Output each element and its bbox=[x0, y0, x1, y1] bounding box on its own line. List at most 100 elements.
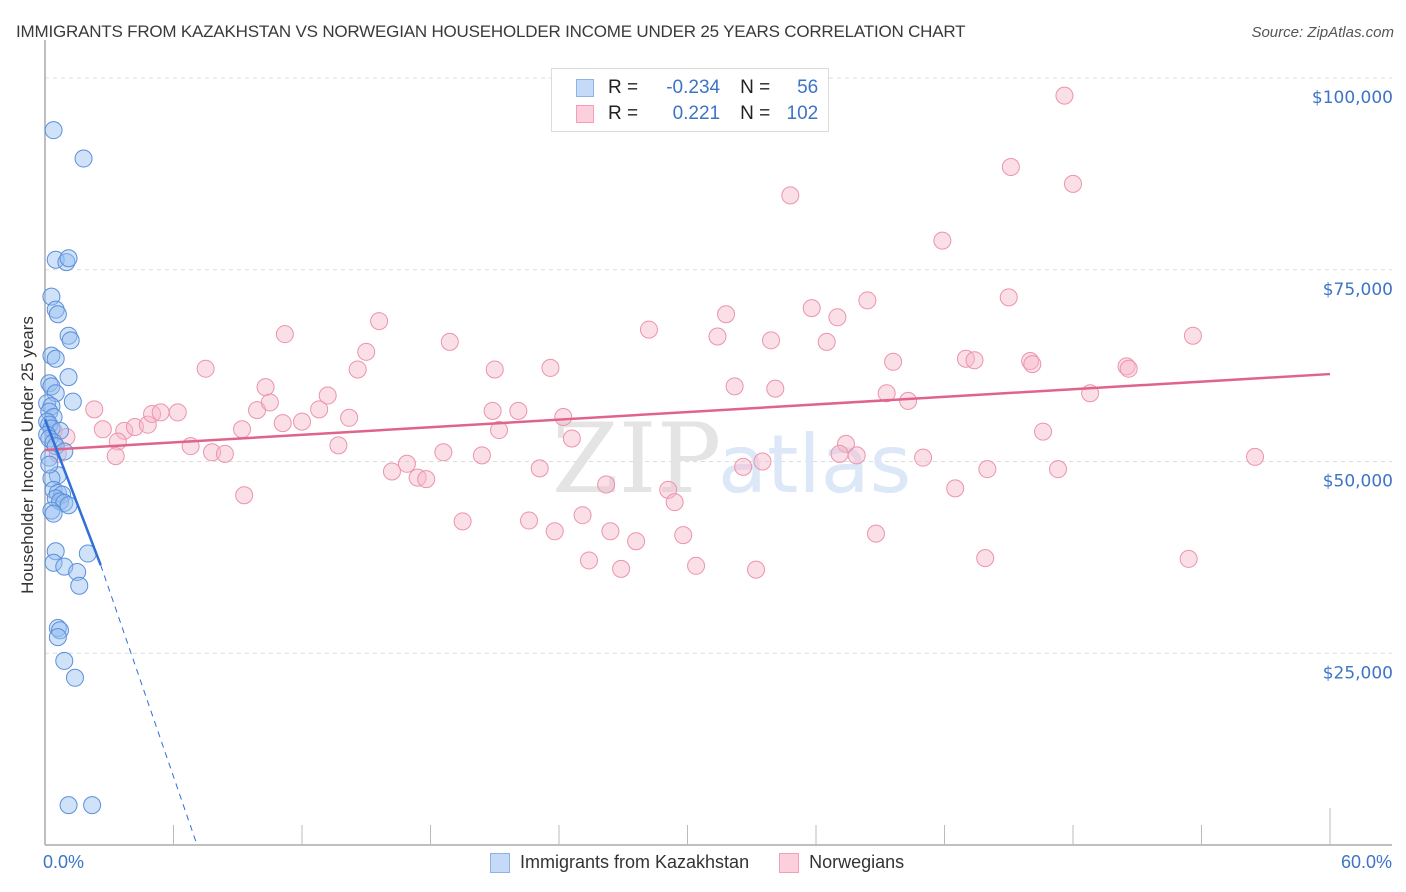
data-point-norwegians bbox=[1034, 422, 1053, 441]
data-point-norwegians bbox=[509, 401, 528, 420]
data-point-kazakhstan bbox=[59, 368, 78, 387]
data-point-norwegians bbox=[946, 479, 965, 498]
data-point-norwegians bbox=[340, 408, 359, 427]
data-point-kazakhstan bbox=[74, 149, 93, 168]
data-point-norwegians bbox=[485, 360, 504, 379]
y-tick-labels: $100,000 $75,000 $50,000 $25,000 bbox=[1312, 88, 1393, 683]
data-point-norwegians bbox=[562, 429, 581, 448]
data-point-norwegians bbox=[1064, 174, 1082, 193]
trend-line-norwegians bbox=[44, 372, 1331, 452]
data-point-norwegians bbox=[717, 305, 736, 324]
data-point-norwegians bbox=[828, 308, 847, 327]
x-axis-min-label: 0.0% bbox=[43, 852, 85, 872]
data-point-norwegians bbox=[483, 401, 502, 420]
blue-swatch-icon bbox=[576, 79, 594, 97]
n-value: 102 bbox=[786, 103, 819, 124]
data-point-kazakhstan bbox=[46, 250, 65, 269]
data-point-norwegians bbox=[1001, 157, 1020, 176]
data-point-norwegians bbox=[884, 352, 903, 371]
data-point-norwegians bbox=[665, 493, 684, 512]
r-value: -0.234 bbox=[666, 77, 721, 98]
data-point-norwegians bbox=[627, 532, 646, 551]
data-point-kazakhstan bbox=[50, 621, 69, 640]
series-norwegians bbox=[44, 86, 1265, 579]
data-point-kazakhstan bbox=[44, 553, 63, 572]
data-point-norwegians bbox=[520, 511, 539, 530]
legend-label: Immigrants from Kazakhstan bbox=[520, 852, 750, 872]
n-label: N = bbox=[740, 103, 771, 124]
data-point-norwegians bbox=[196, 359, 215, 378]
legend-row-kazakhstan: R = -0.234 N = 56 bbox=[576, 76, 818, 100]
data-point-kazakhstan bbox=[48, 305, 67, 324]
data-point-kazakhstan bbox=[59, 326, 78, 345]
data-point-norwegians bbox=[93, 420, 112, 439]
data-point-norwegians bbox=[115, 421, 134, 440]
data-point-norwegians bbox=[866, 524, 885, 543]
data-point-norwegians bbox=[260, 393, 279, 412]
data-point-norwegians bbox=[753, 452, 772, 471]
data-point-kazakhstan bbox=[70, 576, 89, 595]
data-point-kazakhstan bbox=[40, 374, 59, 393]
data-point-norwegians bbox=[168, 403, 187, 422]
trend-line-kazakhstan bbox=[43, 418, 102, 566]
data-point-norwegians bbox=[830, 444, 849, 463]
data-point-norwegians bbox=[978, 460, 997, 479]
data-point-norwegians bbox=[318, 386, 337, 405]
legend-item-norwegians[interactable]: Norwegians bbox=[779, 852, 904, 873]
y-axis-title: Householder Income Under 25 years bbox=[18, 316, 37, 594]
data-point-norwegians bbox=[1055, 86, 1074, 105]
data-point-norwegians bbox=[233, 420, 252, 439]
x-axis-max-label: 60.0% bbox=[1340, 852, 1392, 872]
r-value: 0.221 bbox=[672, 103, 721, 124]
data-point-kazakhstan bbox=[61, 331, 80, 350]
data-point-kazakhstan bbox=[44, 121, 63, 140]
y-tick-label: $50,000 bbox=[1323, 472, 1393, 492]
data-point-norwegians bbox=[275, 325, 294, 344]
chart-title: IMMIGRANTS FROM KAZAKHSTAN VS NORWEGIAN … bbox=[16, 22, 966, 41]
legend-item-kazakhstan[interactable]: Immigrants from Kazakhstan bbox=[490, 852, 749, 873]
data-point-norwegians bbox=[802, 299, 821, 318]
data-point-norwegians bbox=[1023, 355, 1042, 374]
correlation-legend: R = -0.234 N = 56 R = 0.221 N = 102 bbox=[551, 68, 829, 132]
series-legend: Immigrants from Kazakhstan Norwegians bbox=[490, 852, 934, 873]
data-point-kazakhstan bbox=[68, 562, 87, 581]
y-tick-label: $75,000 bbox=[1323, 280, 1393, 300]
data-point-norwegians bbox=[472, 446, 491, 465]
data-point-norwegians bbox=[434, 443, 453, 462]
data-point-norwegians bbox=[965, 351, 984, 370]
r-label: R = bbox=[608, 77, 639, 98]
data-point-norwegians bbox=[687, 556, 706, 575]
data-point-norwegians bbox=[933, 231, 952, 250]
watermark-atlas: atlas bbox=[718, 418, 911, 511]
data-point-kazakhstan bbox=[63, 392, 82, 411]
data-point-norwegians bbox=[612, 559, 631, 578]
data-point-norwegians bbox=[310, 400, 329, 419]
data-point-kazakhstan bbox=[46, 542, 65, 561]
data-point-norwegians bbox=[734, 457, 753, 476]
data-point-norwegians bbox=[417, 470, 436, 489]
n-label: N = bbox=[740, 77, 771, 98]
data-point-norwegians bbox=[1179, 549, 1198, 568]
data-point-norwegians bbox=[1246, 447, 1265, 466]
data-point-norwegians bbox=[639, 320, 658, 339]
data-point-norwegians bbox=[490, 421, 509, 440]
data-point-norwegians bbox=[747, 560, 766, 579]
data-point-norwegians bbox=[329, 436, 348, 455]
watermark: ZIP atlas bbox=[552, 403, 911, 515]
data-point-norwegians bbox=[348, 360, 367, 379]
series-kazakhstan bbox=[38, 121, 102, 815]
data-point-norwegians bbox=[440, 332, 459, 351]
data-point-norwegians bbox=[1119, 359, 1138, 378]
data-point-norwegians bbox=[453, 512, 472, 531]
data-point-norwegians bbox=[817, 332, 836, 351]
data-point-norwegians bbox=[766, 379, 785, 398]
data-point-norwegians bbox=[215, 444, 234, 463]
y-tick-label: $25,000 bbox=[1323, 663, 1393, 683]
data-point-kazakhstan bbox=[83, 796, 102, 815]
data-point-norwegians bbox=[203, 443, 222, 462]
pink-swatch-icon bbox=[576, 105, 594, 123]
data-point-kazakhstan bbox=[46, 349, 65, 368]
data-point-norwegians bbox=[382, 462, 401, 481]
watermark-zip: ZIP bbox=[552, 403, 721, 515]
